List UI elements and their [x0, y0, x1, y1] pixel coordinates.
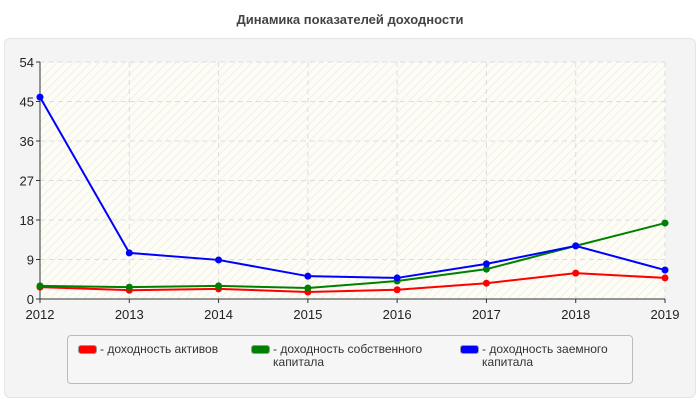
series-line-0: [39, 272, 666, 293]
y-tick-label: 36: [20, 134, 34, 149]
x-tick-label: 2014: [204, 307, 233, 322]
legend-item-equity: - доходность собственного капитала: [251, 343, 443, 369]
data-point-1: [36, 282, 44, 290]
data-point-2: [36, 93, 44, 101]
data-point-0: [482, 279, 490, 287]
y-tick-label: 54: [20, 55, 34, 70]
data-point-2: [661, 266, 669, 274]
x-tick-label: 2013: [115, 307, 144, 322]
y-tick-label: 18: [20, 213, 34, 228]
data-point-0: [572, 269, 580, 277]
data-point-1: [304, 284, 312, 292]
x-tick-label: 2012: [26, 307, 55, 322]
x-tick-label: 2019: [651, 307, 680, 322]
data-point-2: [482, 260, 490, 268]
data-point-2: [125, 249, 133, 257]
plot-area: [40, 62, 665, 299]
y-tick-label: 27: [20, 174, 34, 189]
x-tick-label: 2016: [383, 307, 412, 322]
series-line-2: [39, 96, 666, 279]
x-tick-label: 2017: [472, 307, 501, 322]
legend-swatch-green: [251, 345, 270, 354]
x-tick-label: 2018: [561, 307, 590, 322]
y-tick-label: 0: [27, 292, 34, 307]
data-point-2: [304, 272, 312, 280]
data-point-2: [393, 274, 401, 282]
legend: - доходность активов - доходность собств…: [67, 335, 633, 384]
data-point-2: [215, 256, 223, 264]
data-point-1: [215, 282, 223, 290]
legend-item-debt: - доходность заемного капитала: [460, 343, 632, 369]
y-tick-label: 9: [27, 253, 34, 268]
x-tick-label: 2015: [293, 307, 322, 322]
legend-swatch-blue: [460, 345, 479, 354]
data-point-0: [661, 274, 669, 282]
data-point-0: [393, 286, 401, 294]
legend-swatch-red: [78, 345, 97, 354]
data-point-1: [661, 219, 669, 227]
data-point-1: [125, 283, 133, 291]
chart-title: Динамика показателей доходности: [236, 12, 464, 27]
data-point-1: [482, 265, 490, 273]
legend-item-assets: - доходность активов: [78, 343, 218, 356]
data-point-2: [572, 242, 580, 250]
y-tick-label: 45: [20, 95, 34, 110]
